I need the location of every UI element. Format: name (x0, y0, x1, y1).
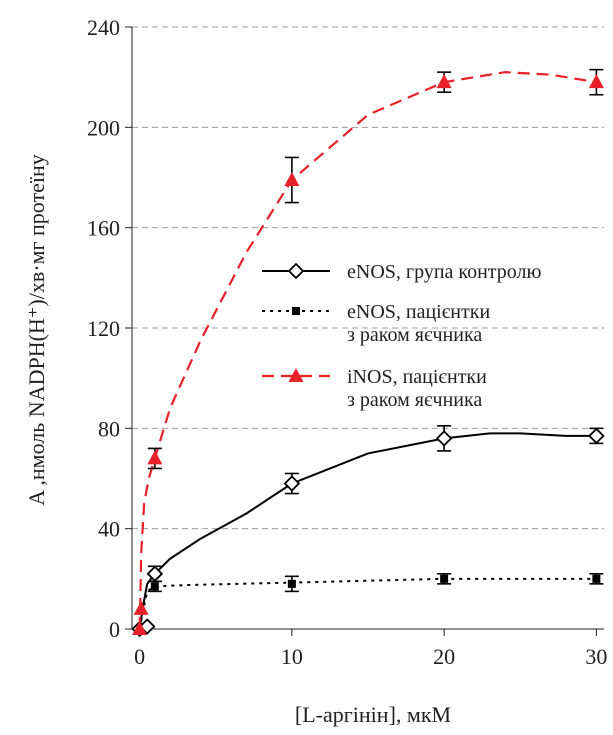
legend-label-1-0: eNOS, пацієнтки (347, 301, 490, 323)
point-0-4 (435, 430, 453, 447)
point-1-5 (592, 574, 601, 583)
legend-label-2-0: iNOS, пацієнтки (347, 366, 487, 388)
series-1 (135, 573, 604, 633)
point-2-5 (588, 74, 604, 89)
series-0 (131, 425, 605, 638)
y-tick-label-0: 0 (109, 617, 120, 642)
y-tick-label-200: 200 (87, 115, 120, 140)
y-tick-labels: 0 40 80 120 160 200 240 (87, 15, 120, 642)
y-axis-title: A ,нмоль NADPH(H⁺)/хв·мг протеїну (24, 154, 49, 506)
point-1-3 (287, 579, 296, 588)
point-2-3 (284, 172, 300, 187)
series-layer (131, 68, 605, 638)
point-0-3 (283, 475, 301, 492)
series-line-2 (138, 71, 597, 630)
x-axis-title: [L-аргінін], мкМ (295, 702, 451, 727)
y-tick-label-240: 240 (87, 15, 120, 40)
grid (132, 26, 604, 530)
point-0-1 (138, 618, 156, 635)
legend-label-0-0: eNOS, група контролю (347, 261, 542, 283)
series-line-0 (138, 432, 597, 630)
series-2 (132, 68, 604, 635)
legend-marker-0 (287, 262, 305, 280)
point-1-2 (150, 582, 159, 591)
x-tick-label-10: 10 (281, 644, 303, 669)
x-tick-label-0: 0 (134, 644, 145, 669)
legend-label-2-1: з раком яєчника (347, 389, 482, 411)
legend-marker-1 (292, 307, 300, 315)
y-tick-label-160: 160 (87, 216, 120, 241)
point-0-5 (588, 427, 605, 445)
y-tick-label-120: 120 (87, 316, 120, 341)
legend-label-1-1: з раком яєчника (347, 324, 482, 346)
point-2-2 (147, 450, 163, 465)
point-2-0 (132, 621, 148, 635)
point-2-1 (133, 600, 149, 615)
y-tick-label-80: 80 (98, 416, 120, 441)
point-2-4 (436, 74, 452, 89)
point-1-4 (440, 574, 449, 583)
x-tick-label-30: 30 (585, 644, 607, 669)
legend-marker-2 (288, 368, 304, 382)
y-tick-label-40: 40 (98, 517, 120, 542)
point-0-2 (146, 565, 164, 583)
series-line-1 (138, 577, 597, 630)
x-tick-label-20: 20 (433, 644, 455, 669)
x-tick-labels: 0 10 20 30 (134, 644, 607, 669)
